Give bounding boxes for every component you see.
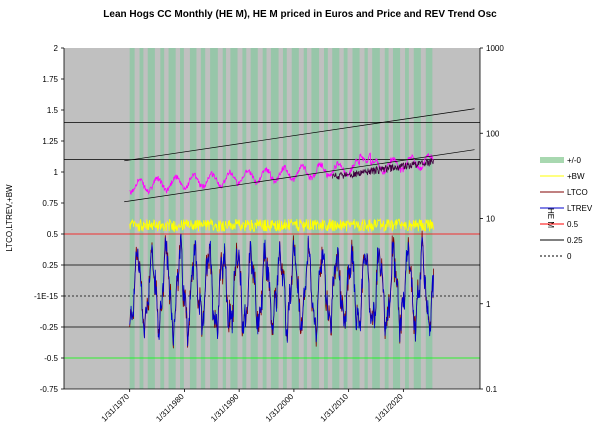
green-band [262, 48, 267, 389]
chart-title: Lean Hogs CC Monthly (HE M), HE M priced… [103, 9, 497, 20]
left-tick-label: 1.75 [42, 75, 58, 84]
green-band [324, 48, 328, 389]
green-band [352, 48, 360, 389]
green-band [392, 48, 401, 389]
green-band [168, 48, 176, 389]
green-bands [129, 48, 433, 389]
green-band [332, 48, 340, 389]
x-tick-label: 1/31/2010 [319, 392, 351, 424]
green-band [210, 48, 218, 389]
x-axis: 1/31/1970 1/31/1980 1/31/1990 1/31/2000 1/31… [64, 388, 480, 424]
left-tick-label: 0.25 [42, 261, 58, 270]
left-tick-label: 2 [54, 44, 59, 53]
series-ltrev-line [129, 233, 434, 347]
right-tick-label: 10 [486, 215, 495, 224]
legend-label: LTREV [567, 204, 593, 213]
series-bw-line [129, 218, 434, 233]
legend-label: LTCO [567, 188, 588, 197]
green-band [242, 48, 247, 389]
green-band [200, 48, 206, 389]
right-tick-label: 1000 [486, 44, 504, 53]
left-tick-label: -0.75 [40, 385, 59, 394]
green-band [270, 48, 279, 389]
legend-swatch [540, 157, 564, 163]
green-band [405, 48, 409, 389]
green-band [180, 48, 184, 389]
green-band [189, 48, 197, 389]
legend: +/-0 +BW LTCO LTREV 0.5 0.25 0 [540, 156, 593, 261]
upper-price-trend-line [124, 108, 475, 162]
legend-label: 0.5 [567, 220, 579, 229]
series-price-trend-line [332, 157, 434, 180]
right-tick-label: 1 [486, 300, 491, 309]
y-axis-right-label: HE M [546, 208, 555, 228]
x-tick-label: 1/31/1990 [209, 392, 241, 424]
left-axis: 2 1.75 1.5 1.25 1 0.75 0.5 0.25 -1E-15 -0.25 -0.5 -… [34, 44, 65, 394]
green-band [303, 48, 308, 389]
legend-label: 0.25 [567, 236, 583, 245]
legend-label: 0 [567, 252, 572, 261]
series-price-line [129, 152, 434, 196]
green-band [230, 48, 238, 389]
green-band [129, 48, 135, 389]
green-band [364, 48, 368, 389]
right-axis: 1000 100 10 1 0.1 [479, 44, 504, 394]
x-tick-label: 1/31/2000 [264, 392, 296, 424]
left-tick-label: -0.25 [40, 323, 59, 332]
x-tick-label: 1/31/1980 [154, 392, 186, 424]
series-group [129, 152, 434, 349]
y-axis-left-label: LTCO,LTREV,+BW [5, 184, 14, 252]
x-tick-label: 1/31/2020 [373, 392, 405, 424]
green-band [311, 48, 320, 389]
green-band [291, 48, 299, 389]
legend-label: +BW [567, 172, 585, 181]
green-band [384, 48, 389, 389]
x-tick-label: 1/31/1970 [100, 392, 132, 424]
green-band [160, 48, 165, 389]
left-tick-label: -0.5 [44, 354, 58, 363]
left-tick-label: 1.5 [47, 106, 59, 115]
green-band [425, 48, 433, 389]
right-tick-label: 0.1 [486, 385, 498, 394]
lower-price-trend-line [124, 149, 475, 203]
trend-lines [124, 108, 475, 203]
green-band [413, 48, 421, 389]
right-tick-label: 100 [486, 129, 500, 138]
left-tick-label: 0.5 [47, 230, 59, 239]
green-band [147, 48, 155, 389]
green-band [139, 48, 144, 389]
legend-label: +/-0 [567, 156, 582, 165]
left-tick-label: 0.75 [42, 199, 58, 208]
green-band [222, 48, 227, 389]
green-band [282, 48, 287, 389]
left-tick-label: 1.25 [42, 137, 58, 146]
left-tick-label: 1 [54, 168, 59, 177]
green-band [343, 48, 348, 389]
green-band [250, 48, 258, 389]
left-tick-label: -1E-15 [34, 292, 59, 301]
green-band [372, 48, 380, 389]
